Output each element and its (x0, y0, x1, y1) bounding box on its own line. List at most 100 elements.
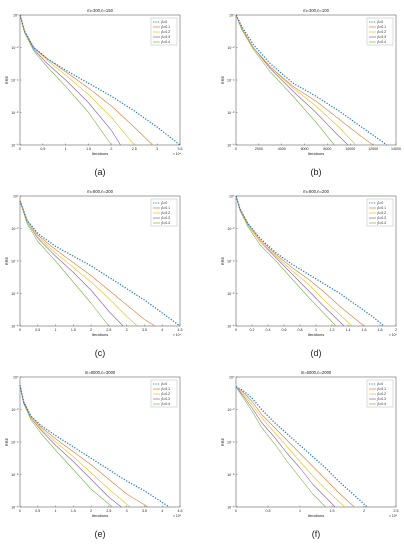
x-tick-label: 2 (90, 328, 92, 332)
legend-label: β=0 (378, 201, 384, 205)
legend-label: β=0.3 (162, 216, 171, 220)
x-tick-label: 8000 (323, 147, 331, 151)
y-tick-label: 10⁻⁶ (227, 473, 235, 477)
y-tick-label: 10⁰ (229, 13, 235, 17)
x-tick-label: 1.2 (330, 328, 335, 332)
x-tick-label: 4.5 (178, 328, 183, 332)
legend-label: β=0.1 (378, 206, 387, 210)
x-tick-label: 1.5 (330, 509, 335, 513)
x-tick-label: 0.4 (266, 328, 271, 332)
x-tick-label: 3 (126, 328, 128, 332)
x-tick-label: 1.5 (71, 328, 76, 332)
legend: β=0β=0.1β=0.2β=0.3β=0.4 (366, 379, 394, 408)
legend-label: β=0 (162, 20, 168, 24)
legend-label: β=0.1 (162, 387, 171, 391)
y-tick-label: 10⁻⁶ (227, 111, 235, 115)
y-tick-label: 10⁰ (229, 194, 235, 198)
legend-label: β=0.4 (378, 402, 387, 406)
series-line-beta-4 (235, 195, 337, 327)
y-tick-label: 10⁻⁴ (11, 259, 19, 263)
panel-caption: (b) (311, 167, 322, 177)
panel-f: m=6000,n=2000 0 0.5 1 1.5 2 2.5 10⁰ 10⁻² 10⁻⁴ 10⁻⁶… (220, 370, 399, 539)
legend-label: β=0.3 (162, 397, 171, 401)
series-line-beta-4 (235, 386, 326, 508)
y-tick-label: 10⁻⁴ (11, 78, 19, 82)
x-tick-label: 0 (19, 328, 21, 332)
x-multiplier: × 10⁴ (173, 333, 182, 337)
legend-label: β=0.1 (162, 25, 171, 29)
y-tick-label: 10⁻⁴ (11, 440, 19, 444)
x-axis-label: Iterations (308, 513, 324, 518)
x-multiplier: × 10⁵ (389, 514, 398, 518)
y-tick-label: 10⁻² (227, 227, 235, 231)
legend-label: β=0 (378, 382, 384, 386)
x-tick-label: 10000 (345, 147, 355, 151)
x-tick-label: 1.8 (378, 328, 383, 332)
x-tick-label: 2 (363, 509, 365, 513)
chart-title: m=800,n=300 (87, 189, 114, 194)
y-tick-label: 10⁻⁸ (227, 143, 235, 147)
y-axis-label: RRE (4, 75, 9, 84)
x-multiplier: × 10⁴ (389, 333, 398, 337)
x-tick-label: 0.2 (250, 328, 255, 332)
x-tick-label: 0.5 (35, 328, 40, 332)
x-tick-label: 1.5 (86, 147, 91, 151)
legend-box (150, 17, 178, 46)
y-tick-label: 10⁻⁸ (11, 143, 19, 147)
y-tick-label: 10⁻⁴ (227, 78, 235, 82)
y-tick-label: 10⁰ (229, 375, 235, 379)
x-tick-label: 2.5 (394, 509, 399, 513)
x-tick-label: 0 (19, 509, 21, 513)
x-tick-label: 1.4 (346, 328, 351, 332)
x-tick-label: 4 (161, 509, 163, 513)
series-line-beta-0 (19, 200, 181, 327)
x-axis-label: Iterations (92, 151, 108, 156)
x-tick-label: 14000 (391, 147, 401, 151)
x-tick-label: 2 (395, 328, 397, 332)
legend-label: β=0.2 (162, 30, 171, 34)
legend-label: β=0.4 (162, 40, 171, 44)
y-axis-label: RRE (4, 256, 9, 265)
y-tick-label: 10⁻² (227, 408, 235, 412)
legend-label: β=0 (162, 382, 168, 386)
x-tick-label: 0 (19, 147, 21, 151)
y-tick-label: 10⁰ (13, 194, 19, 198)
panel-caption: (d) (311, 348, 322, 358)
series-line-beta-0 (19, 14, 181, 146)
x-tick-label: 3 (156, 147, 158, 151)
x-tick-label: 1 (315, 328, 317, 332)
chart-title: m=800,n=200 (303, 189, 330, 194)
chart-title: m=8000,n=3000 (85, 370, 116, 375)
y-tick-label: 10⁻⁸ (11, 505, 19, 509)
series-line-beta-1 (235, 195, 365, 327)
legend: β=0β=0.1β=0.2β=0.3β=0.4 (150, 17, 178, 46)
series-line-beta-0 (235, 386, 368, 508)
x-tick-label: 2000 (255, 147, 263, 151)
y-tick-label: 10⁻⁸ (227, 505, 235, 509)
legend-label: β=0.2 (378, 211, 387, 215)
legend-label: β=0 (162, 201, 168, 205)
chart-title: m=300,n=150 (87, 8, 114, 13)
x-multiplier: × 10⁵ (173, 514, 182, 518)
x-multiplier: × 10⁴ (173, 152, 182, 156)
x-tick-label: 3.5 (142, 328, 147, 332)
x-tick-label: 0 (235, 147, 237, 151)
legend: β=0β=0.1β=0.2β=0.3β=0.4 (366, 17, 394, 46)
series-line-beta-4 (19, 200, 110, 327)
y-tick-label: 10⁻² (227, 46, 235, 50)
legend-label: β=0.4 (162, 221, 171, 225)
legend-label: β=0.2 (162, 211, 171, 215)
series-line-beta-3 (19, 385, 122, 508)
y-tick-label: 10⁻⁴ (227, 440, 235, 444)
y-tick-label: 10⁻⁶ (227, 292, 235, 296)
panel-e: m=8000,n=3000 0 0.5 1 1.5 2 2.5 3 3.5 4 4.5 10⁰ 10⁻²… (4, 370, 183, 539)
series-line-beta-1 (235, 386, 355, 508)
y-tick-label: 10⁻⁶ (11, 111, 19, 115)
panel-d: m=800,n=200 0 0.2 0.4 0.6 0.8 1 1.2 1.4 1.6 1.8 2 10… (220, 189, 398, 358)
y-tick-label: 10⁻² (11, 46, 19, 50)
panel-caption: (a) (95, 167, 106, 177)
x-tick-label: 3.5 (178, 147, 183, 151)
legend: β=0β=0.1β=0.2β=0.3β=0.4 (150, 198, 178, 227)
y-tick-label: 10⁻⁸ (227, 324, 235, 328)
